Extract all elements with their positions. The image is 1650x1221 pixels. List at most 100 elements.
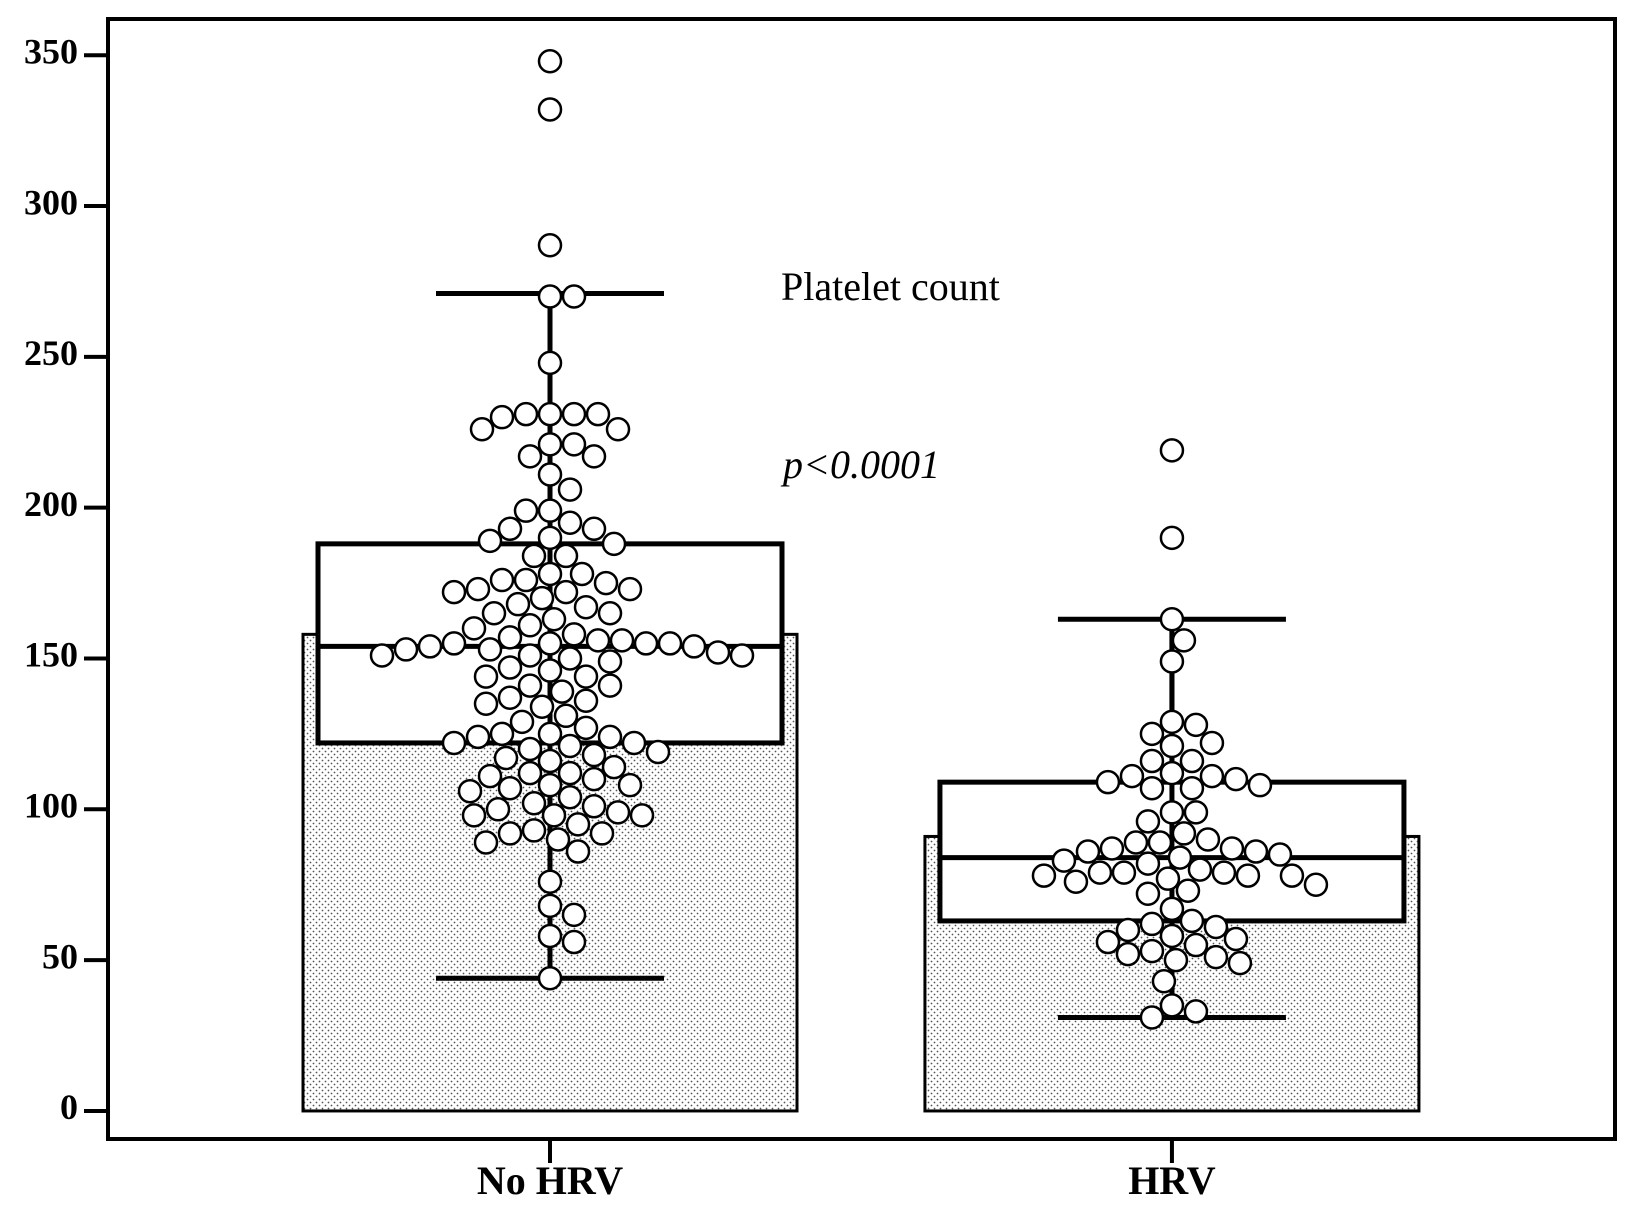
data-point: [469, 416, 495, 442]
data-point: [541, 607, 567, 632]
data-point: [561, 622, 587, 647]
data-point: [441, 730, 467, 756]
data-point: [597, 724, 623, 750]
data-point: [541, 803, 567, 828]
x-tick-label: HRV: [1128, 1158, 1216, 1203]
data-point: [597, 673, 623, 698]
data-point: [581, 742, 607, 768]
data-point: [497, 821, 523, 846]
data-point: [545, 827, 571, 852]
y-tick-label: 350: [24, 31, 78, 71]
data-point: [493, 745, 519, 771]
data-point: [1203, 944, 1229, 970]
data-point: [557, 646, 583, 671]
data-point: [1267, 842, 1293, 867]
data-point: [537, 658, 563, 683]
data-point: [633, 631, 659, 656]
data-point: [521, 818, 547, 843]
data-point: [1163, 947, 1189, 973]
data-point: [549, 679, 575, 704]
data-point: [553, 579, 579, 605]
data-point: [537, 525, 563, 551]
data-point: [1167, 845, 1193, 870]
data-point: [497, 516, 523, 542]
data-point: [1179, 748, 1205, 774]
data-point: [1139, 721, 1165, 747]
data-point: [1179, 775, 1205, 801]
data-point: [521, 791, 547, 816]
data-point: [461, 616, 487, 641]
y-tick-label: 200: [24, 484, 78, 524]
data-point: [473, 691, 499, 716]
data-point: [1159, 800, 1185, 825]
data-point: [537, 748, 563, 774]
data-point: [561, 929, 587, 955]
data-point: [517, 643, 543, 668]
data-point: [617, 772, 643, 798]
marks: 0 50 100 150 200 250 300 350 No HRV HRV: [24, 31, 1421, 1203]
data-point: [601, 531, 627, 557]
data-point: [1159, 709, 1185, 735]
data-point: [1199, 763, 1225, 789]
data-point: [1139, 911, 1165, 937]
data-point: [497, 625, 523, 650]
data-point: [585, 401, 611, 427]
data-point: [605, 416, 631, 442]
data-point: [517, 444, 543, 469]
data-point: [553, 703, 579, 729]
data-point: [1279, 863, 1305, 888]
data-point: [1179, 908, 1205, 934]
data-point: [537, 631, 563, 656]
data-point: [1159, 760, 1185, 786]
data-point: [621, 730, 647, 756]
data-point: [1099, 836, 1125, 861]
data-point: [1183, 712, 1209, 738]
data-point: [561, 284, 587, 309]
data-point: [597, 649, 623, 674]
data-point: [565, 812, 591, 837]
data-point: [1235, 863, 1261, 888]
data-point: [593, 570, 619, 596]
data-point: [629, 803, 655, 828]
data-point: [597, 600, 623, 626]
data-point: [1159, 733, 1185, 759]
data-point: [681, 634, 707, 659]
data-point: [537, 772, 563, 798]
data-point: [573, 715, 599, 741]
data-point: [461, 803, 487, 828]
data-point: [1187, 857, 1213, 882]
data-point: [477, 528, 503, 554]
data-point: [581, 516, 607, 542]
data-point: [537, 350, 563, 376]
data-point: [1095, 769, 1121, 795]
data-point: [481, 600, 507, 626]
data-point: [1135, 851, 1161, 876]
data-point: [1115, 917, 1141, 943]
data-point: [1303, 872, 1329, 897]
x-tick-label: No HRV: [477, 1158, 623, 1203]
y-tick-label: 0: [60, 1087, 78, 1127]
data-point: [465, 724, 491, 750]
data-point: [537, 923, 563, 949]
data-point: [1119, 763, 1145, 789]
data-point: [537, 893, 563, 919]
data-point: [1195, 827, 1221, 852]
data-point: [1135, 809, 1161, 834]
data-point: [1183, 999, 1209, 1024]
data-point: [1159, 993, 1185, 1018]
y-tick-label: 150: [24, 635, 78, 675]
data-point: [1155, 866, 1181, 891]
data-point: [1139, 938, 1165, 964]
data-point: [645, 739, 671, 765]
data-point: [441, 579, 467, 605]
data-point: [529, 694, 555, 719]
data-point: [1199, 730, 1225, 756]
data-point: [473, 830, 499, 855]
data-point: [489, 567, 515, 593]
data-point: [1147, 830, 1173, 855]
data-point: [1115, 941, 1141, 967]
data-point: [537, 462, 563, 487]
data-point: [517, 613, 543, 638]
data-point: [1183, 932, 1209, 958]
